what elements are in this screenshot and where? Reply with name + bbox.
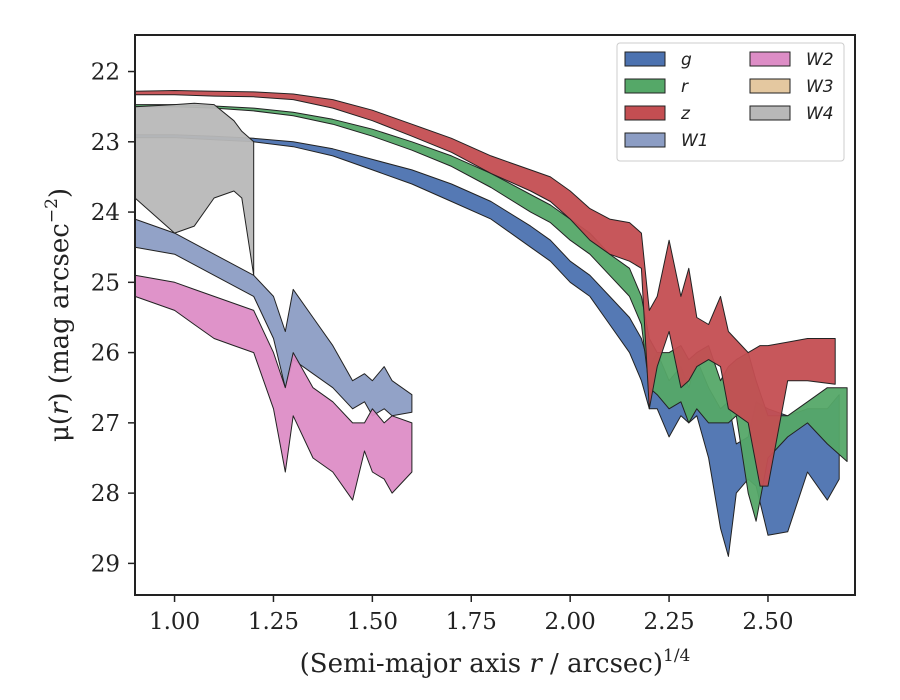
legend-label-g: g — [681, 50, 692, 70]
legend-label-z: z — [680, 104, 691, 124]
legend-swatch-w1 — [624, 132, 666, 148]
legend-swatch-w2 — [749, 51, 791, 67]
y-tick-label: 28 — [91, 481, 120, 507]
legend-swatch-g — [624, 51, 666, 67]
y-axis-label-suffix: ) (mag arcsec — [45, 223, 75, 402]
y-axis-label: μ(r) (mag arcsec−2) — [42, 188, 75, 442]
legend-swatch-r — [624, 78, 666, 94]
plot-frame — [134, 34, 856, 596]
legend-swatch-w4 — [749, 105, 791, 121]
y-tick-label: 22 — [91, 60, 120, 86]
y-axis-label-variable: r — [45, 401, 75, 415]
series-bands — [134, 90, 848, 557]
x-axis-label-prefix: (Semi-major axis — [300, 649, 530, 679]
legend-label-w2: W2 — [806, 50, 834, 70]
x-tick-label: 1.50 — [347, 609, 398, 635]
y-tick-label: 24 — [91, 200, 120, 226]
x-tick-label: 1.00 — [149, 609, 200, 635]
x-axis: 1.00 1.25 1.50 1.75 2.00 2.25 2.50 — [149, 595, 794, 635]
band-w2 — [134, 274, 413, 501]
legend-label-w4: W4 — [806, 104, 834, 124]
x-axis-label: (Semi-major axis r / arcsec)1/4 — [300, 646, 691, 679]
band-w4 — [134, 102, 255, 276]
band-r — [134, 104, 848, 522]
y-tick-label: 27 — [91, 411, 120, 437]
y-axis-label-exponent: −2 — [42, 198, 62, 223]
x-tick-label: 1.75 — [446, 609, 497, 635]
legend-swatch-z — [624, 105, 666, 121]
legend-swatch-w3 — [749, 78, 791, 94]
band-w1 — [134, 218, 413, 417]
x-tick-label: 2.00 — [545, 609, 596, 635]
y-tick-label: 29 — [91, 551, 120, 577]
legend-label-w1: W1 — [681, 131, 709, 151]
legend: grz W1 W2 W3 W4 — [616, 42, 845, 162]
x-axis-label-variable: r — [529, 649, 543, 679]
x-tick-label: 2.50 — [742, 609, 793, 635]
y-axis: 22 23 24 25 26 27 28 29 — [91, 60, 135, 577]
legend-frame — [616, 42, 845, 162]
y-axis-label-close: ) — [45, 188, 75, 198]
x-tick-label: 1.25 — [248, 609, 299, 635]
band-g — [134, 134, 840, 557]
legend-label-w3: W3 — [806, 77, 834, 97]
x-axis-label-exponent: 1/4 — [663, 646, 690, 666]
legend-label-r: r — [681, 77, 689, 97]
band-z — [134, 90, 836, 487]
x-axis-label-suffix: / arcsec) — [542, 649, 663, 679]
y-axis-label-prefix: μ( — [45, 415, 75, 442]
y-tick-label: 26 — [91, 341, 120, 367]
y-tick-label: 25 — [91, 270, 120, 296]
x-tick-label: 2.25 — [643, 609, 694, 635]
y-tick-label: 23 — [91, 130, 120, 156]
